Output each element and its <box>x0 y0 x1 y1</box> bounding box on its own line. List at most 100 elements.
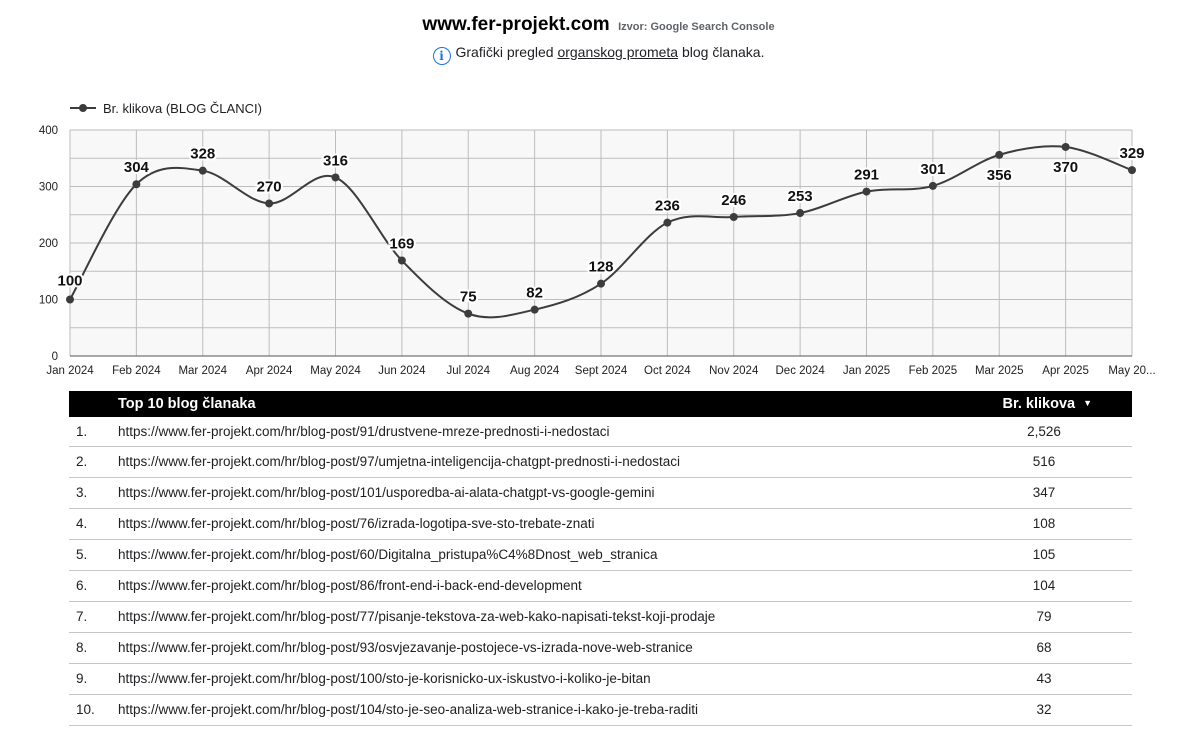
table-row[interactable]: 6. https://www.fer-projekt.com/hr/blog-po… <box>69 571 1132 602</box>
data-point[interactable] <box>1128 166 1136 175</box>
row-url[interactable]: https://www.fer-projekt.com/hr/blog-post… <box>118 578 582 593</box>
data-label: 75 <box>460 289 477 306</box>
row-url[interactable]: https://www.fer-projekt.com/hr/blog-post… <box>118 454 681 469</box>
data-label: 270 <box>257 178 282 195</box>
row-rank: 1. <box>76 424 88 439</box>
table-row[interactable]: 8. https://www.fer-projekt.com/hr/blog-po… <box>69 633 1132 664</box>
data-point[interactable] <box>796 209 805 218</box>
x-tick-label: May 2024 <box>310 365 361 377</box>
data-point[interactable] <box>530 305 539 314</box>
data-point[interactable] <box>198 166 207 175</box>
y-tick-label: 400 <box>39 125 58 137</box>
table-row[interactable]: 9. https://www.fer-projekt.com/hr/blog-po… <box>69 664 1132 695</box>
x-tick-label: Aug 2024 <box>510 365 560 377</box>
data-point[interactable] <box>729 213 738 222</box>
row-url[interactable]: https://www.fer-projekt.com/hr/blog-post… <box>118 516 595 531</box>
legend-marker-icon <box>79 104 87 112</box>
data-label-halo: 270 <box>257 178 282 195</box>
row-url[interactable]: https://www.fer-projekt.com/hr/blog-post… <box>118 640 693 655</box>
table-row[interactable]: 10. https://www.fer-projekt.com/hr/blog-p… <box>69 695 1132 726</box>
row-url[interactable]: https://www.fer-projekt.com/hr/blog-post… <box>118 547 658 562</box>
data-label: 301 <box>920 161 945 178</box>
x-tick-label: Jan 2025 <box>843 365 890 377</box>
x-tick-label: Feb 2024 <box>112 365 161 377</box>
row-url[interactable]: https://www.fer-projekt.com/hr/blog-post… <box>118 485 655 500</box>
chart-grid <box>69 129 1133 357</box>
data-point[interactable] <box>597 279 605 288</box>
data-point[interactable] <box>928 181 937 190</box>
column-header-clicks[interactable]: Br. klikova ▼ <box>1003 396 1092 412</box>
table-row[interactable]: 3. https://www.fer-projekt.com/hr/blog-po… <box>69 478 1132 509</box>
row-url[interactable]: https://www.fer-projekt.com/hr/blog-post… <box>118 702 698 717</box>
info-icon[interactable]: i <box>432 47 451 65</box>
x-axis: Jan 2024 Feb 2024 Mar 2024 Apr 2024 May 2024… <box>46 365 1155 377</box>
data-point[interactable] <box>464 309 473 318</box>
table-row[interactable]: 2. https://www.fer-projekt.com/hr/blog-po… <box>69 447 1132 478</box>
sort-desc-icon[interactable]: ▼ <box>1083 398 1092 408</box>
x-tick-label: Nov 2024 <box>709 365 759 377</box>
row-rank: 9. <box>76 671 88 686</box>
data-point[interactable] <box>1061 142 1070 151</box>
row-url[interactable]: https://www.fer-projekt.com/hr/blog-post… <box>118 671 651 686</box>
row-url[interactable]: https://www.fer-projekt.com/hr/blog-post… <box>118 424 610 439</box>
data-label-halo: 246 <box>721 192 746 209</box>
subtitle-text-before: Grafički pregled <box>455 44 558 60</box>
y-tick-label: 100 <box>39 295 58 307</box>
data-label: 316 <box>323 152 348 169</box>
table-row[interactable]: 1. https://www.fer-projekt.com/hr/blog-po… <box>69 417 1132 447</box>
data-point[interactable] <box>265 199 274 208</box>
legend-label: Br. klikova (BLOG ČLANCI) <box>103 101 262 116</box>
x-tick-label: Jun 2024 <box>378 365 426 377</box>
row-rank: 10. <box>76 702 95 717</box>
data-point[interactable] <box>132 180 141 189</box>
table-row[interactable]: 4. https://www.fer-projekt.com/hr/blog-po… <box>69 509 1132 540</box>
data-label-halo: 169 <box>389 236 414 253</box>
row-rank: 8. <box>76 640 88 655</box>
y-tick-label: 0 <box>52 351 58 363</box>
data-label-halo: 301 <box>920 161 945 178</box>
data-labels: 1001003043043283282702703163161691697575… <box>55 143 1146 308</box>
data-label: 304 <box>124 159 150 176</box>
data-point[interactable] <box>397 256 406 265</box>
data-point[interactable] <box>66 295 74 304</box>
row-rank: 6. <box>76 578 88 593</box>
x-tick-label: Apr 2024 <box>246 365 293 377</box>
table-row[interactable]: 5. https://www.fer-projekt.com/hr/blog-po… <box>69 540 1132 571</box>
row-clicks: 516 <box>1032 454 1056 469</box>
x-tick-label: Oct 2024 <box>644 365 691 377</box>
row-clicks: 105 <box>1032 547 1056 562</box>
data-point[interactable] <box>862 187 871 196</box>
chart-legend[interactable]: Br. klikova (BLOG ČLANCI) <box>70 101 262 116</box>
row-clicks: 43 <box>1036 671 1052 686</box>
data-label: 329 <box>1119 145 1144 162</box>
row-clicks: 104 <box>1032 578 1056 593</box>
x-tick-label: Jul 2024 <box>447 365 491 377</box>
row-rank: 2. <box>76 454 88 469</box>
data-label: 370 <box>1053 159 1078 176</box>
line-chart: Br. klikova (BLOG ČLANCI) 0100200300400 … <box>39 101 1156 377</box>
x-tick-label: Apr 2025 <box>1042 365 1089 377</box>
data-label: 82 <box>526 285 543 302</box>
data-label-halo: 82 <box>526 285 543 302</box>
row-clicks: 79 <box>1036 609 1052 624</box>
organic-traffic-link[interactable]: organskog prometa <box>557 44 679 60</box>
data-label-halo: 329 <box>1119 145 1144 162</box>
data-label-halo: 100 <box>57 273 82 290</box>
x-tick-label: Mar 2025 <box>975 365 1024 377</box>
table-row[interactable]: 7. https://www.fer-projekt.com/hr/blog-po… <box>69 602 1132 633</box>
data-label: 356 <box>987 167 1012 184</box>
row-clicks: 68 <box>1036 640 1052 655</box>
data-label: 100 <box>57 273 82 290</box>
x-tick-label: Sept 2024 <box>575 365 628 377</box>
row-url[interactable]: https://www.fer-projekt.com/hr/blog-post… <box>118 609 716 624</box>
x-tick-label: Dec 2024 <box>776 365 826 377</box>
data-point[interactable] <box>995 150 1004 159</box>
data-label-halo: 236 <box>655 198 680 215</box>
data-point[interactable] <box>331 173 340 182</box>
row-clicks: 108 <box>1032 516 1056 531</box>
row-clicks: 347 <box>1032 485 1056 500</box>
y-tick-label: 300 <box>39 182 58 194</box>
data-point[interactable] <box>663 218 672 227</box>
table-header: Top 10 blog članaka Br. klikova ▼ <box>69 391 1132 417</box>
row-rank: 4. <box>76 516 88 531</box>
